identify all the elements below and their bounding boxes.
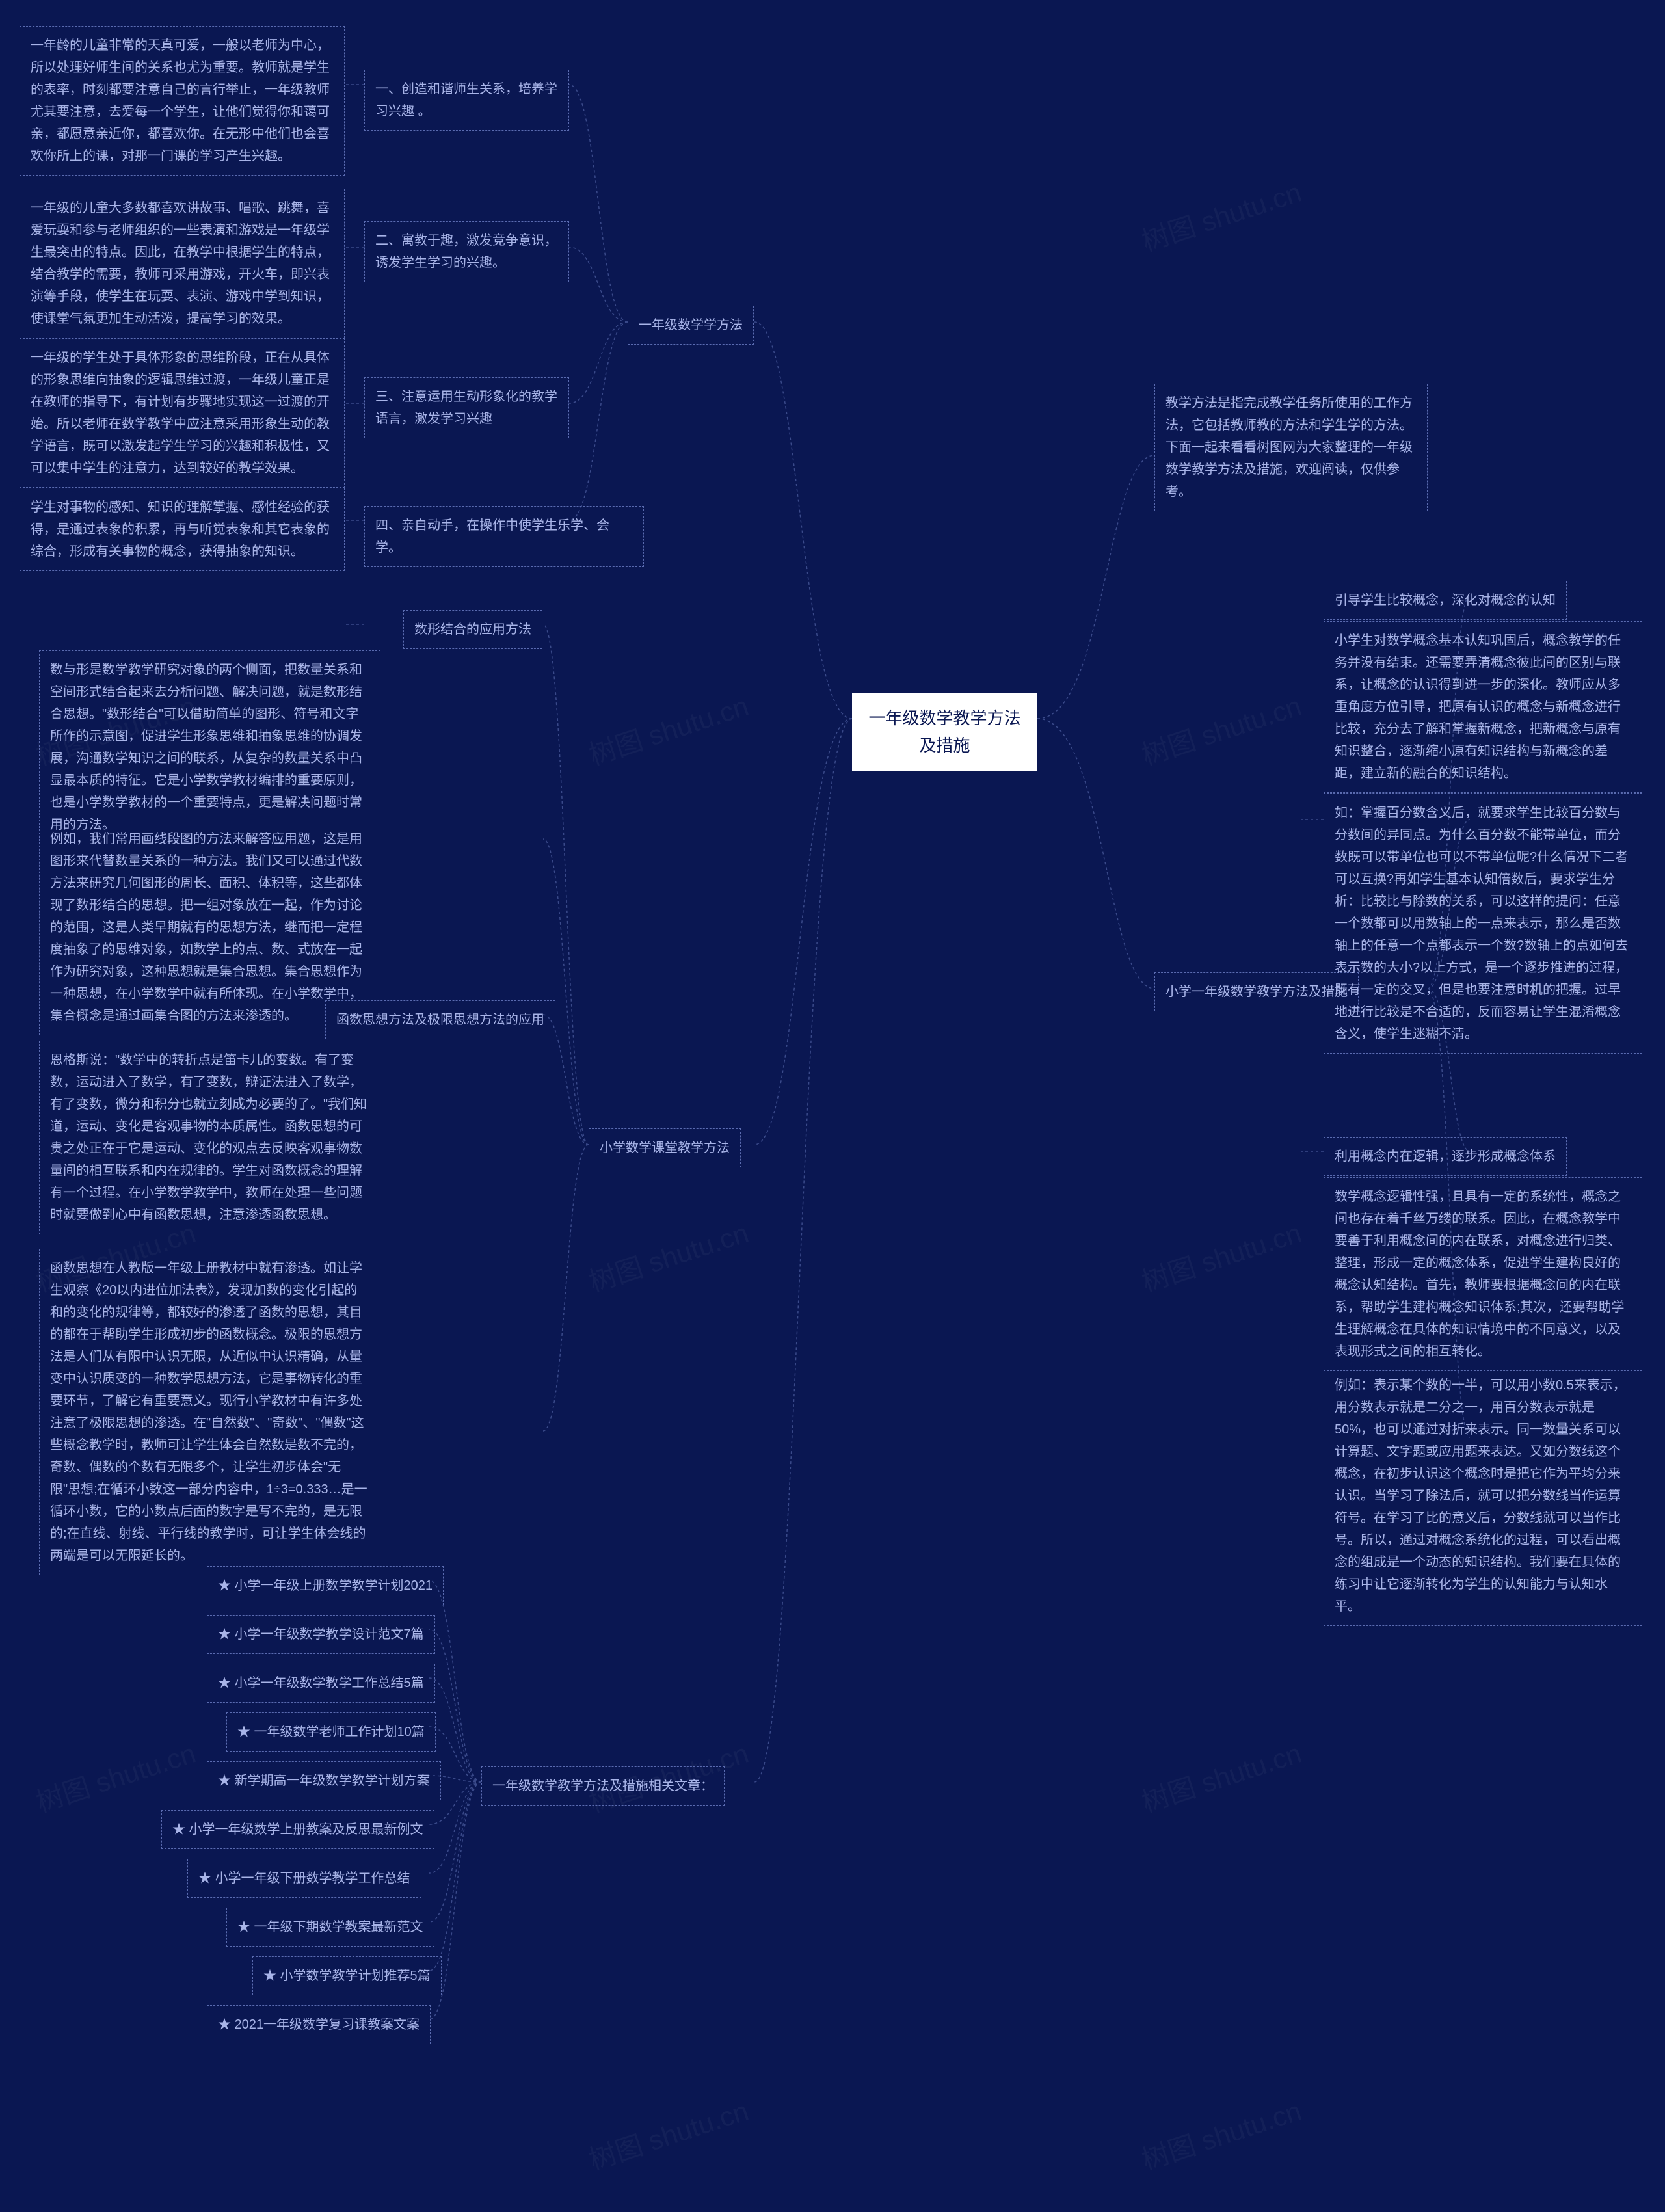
watermark: 树图 shutu.cn [583, 2089, 753, 2178]
related-link: ★ 一年级数学老师工作计划10篇 [226, 1712, 436, 1752]
related-link: ★ 小学一年级数学教学工作总结5篇 [207, 1664, 435, 1703]
watermark: 树图 shutu.cn [1136, 170, 1306, 260]
branch1: 一年级数学学方法 [628, 306, 754, 345]
b1-c-title: 三、注意运用生动形象化的教学语言，激发学习兴趣 [364, 377, 569, 438]
related-link: ★ 小学一年级上册数学教学计划2021 [207, 1566, 444, 1605]
b3-c-title: 利用概念内在逻辑，逐步形成概念体系 [1324, 1137, 1567, 1176]
branch4: 一年级数学教学方法及措施相关文章： [481, 1766, 725, 1806]
b2-c-title: 函数思想方法及极限思想方法的应用 [325, 1000, 555, 1039]
canvas: 树图 shutu.cn 树图 shutu.cn 树图 shutu.cn 树图 s… [0, 0, 1665, 2212]
watermark: 树图 shutu.cn [1136, 1211, 1306, 1300]
branch2: 小学数学课堂教学方法 [589, 1128, 741, 1167]
watermark: 树图 shutu.cn [583, 684, 753, 773]
related-link: ★ 小学一年级下册数学教学工作总结 [187, 1859, 421, 1898]
b1-d-title: 四、亲自动手，在操作中使学生乐学、会学。 [364, 506, 644, 567]
b3-a-title: 引导学生比较概念，深化对概念的认知 [1324, 581, 1567, 620]
b3-d-body: 例如：表示某个数的一半，可以用小数0.5来表示，用分数表示就是二分之一，用百分数… [1324, 1366, 1642, 1626]
b2-c-body: 恩格斯说："数学中的转折点是笛卡儿的变数。有了变数，运动进入了数学，有了变数，辩… [39, 1041, 380, 1234]
b3-b-body: 如：掌握百分数含义后，就要求学生比较百分数与分数间的异同点。为什么百分数不能带单… [1324, 793, 1642, 1054]
related-link: ★ 小学一年级数学教学设计范文7篇 [207, 1615, 435, 1654]
watermark: 树图 shutu.cn [1136, 2089, 1306, 2178]
b1-a-body: 一年龄的儿童非常的天真可爱，一般以老师为中心，所以处理好师生间的关系也尤为重要。… [20, 26, 345, 176]
root-node: 一年级数学教学方法及措施 [852, 693, 1037, 771]
b2-a-body: 数与形是数学教学研究对象的两个侧面，把数量关系和空间形式结合起来去分析问题、解决… [39, 650, 380, 844]
watermark: 树图 shutu.cn [583, 1211, 753, 1300]
b2-a-title: 数形结合的应用方法 [403, 610, 542, 649]
b1-b-title: 二、寓教于趣，激发竞争意识，诱发学生学习的兴趣。 [364, 221, 569, 282]
b1-c-body: 一年级的学生处于具体形象的思维阶段，正在从具体的形象思维向抽象的逻辑思维过渡，一… [20, 338, 345, 488]
b1-d-body: 学生对事物的感知、知识的理解掌握、感性经验的获得，是通过表象的积累，再与听觉表象… [20, 488, 345, 571]
b1-a-title: 一、创造和谐师生关系，培养学习兴趣 。 [364, 70, 569, 131]
related-link: ★ 2021一年级数学复习课教案文案 [207, 2005, 431, 2044]
watermark: 树图 shutu.cn [1136, 1731, 1306, 1820]
related-link: ★ 一年级下期数学教案最新范文 [226, 1908, 434, 1947]
b1-b-body: 一年级的儿童大多数都喜欢讲故事、唱歌、跳舞，喜爱玩耍和参与老师组织的一些表演和游… [20, 189, 345, 338]
related-link: ★ 小学数学教学计划推荐5篇 [252, 1956, 442, 1995]
b3-c-body: 数学概念逻辑性强，且具有一定的系统性，概念之间也存在着千丝万缕的联系。因此，在概… [1324, 1177, 1642, 1371]
watermark: 树图 shutu.cn [31, 1731, 200, 1820]
intro-node: 教学方法是指完成教学任务所使用的工作方法，它包括教师教的方法和学生学的方法。下面… [1154, 384, 1428, 511]
watermark: 树图 shutu.cn [1136, 684, 1306, 773]
related-link: ★ 小学一年级数学上册教案及反思最新例文 [161, 1810, 434, 1849]
b2-d-body: 函数思想在人教版一年级上册教材中就有渗透。如让学生观察《20以内进位加法表》，发… [39, 1249, 380, 1575]
b3-a-body: 小学生对数学概念基本认知巩固后，概念教学的任务并没有结束。还需要弄清概念彼此间的… [1324, 621, 1642, 793]
related-link: ★ 新学期高一年级数学教学计划方案 [207, 1761, 441, 1800]
